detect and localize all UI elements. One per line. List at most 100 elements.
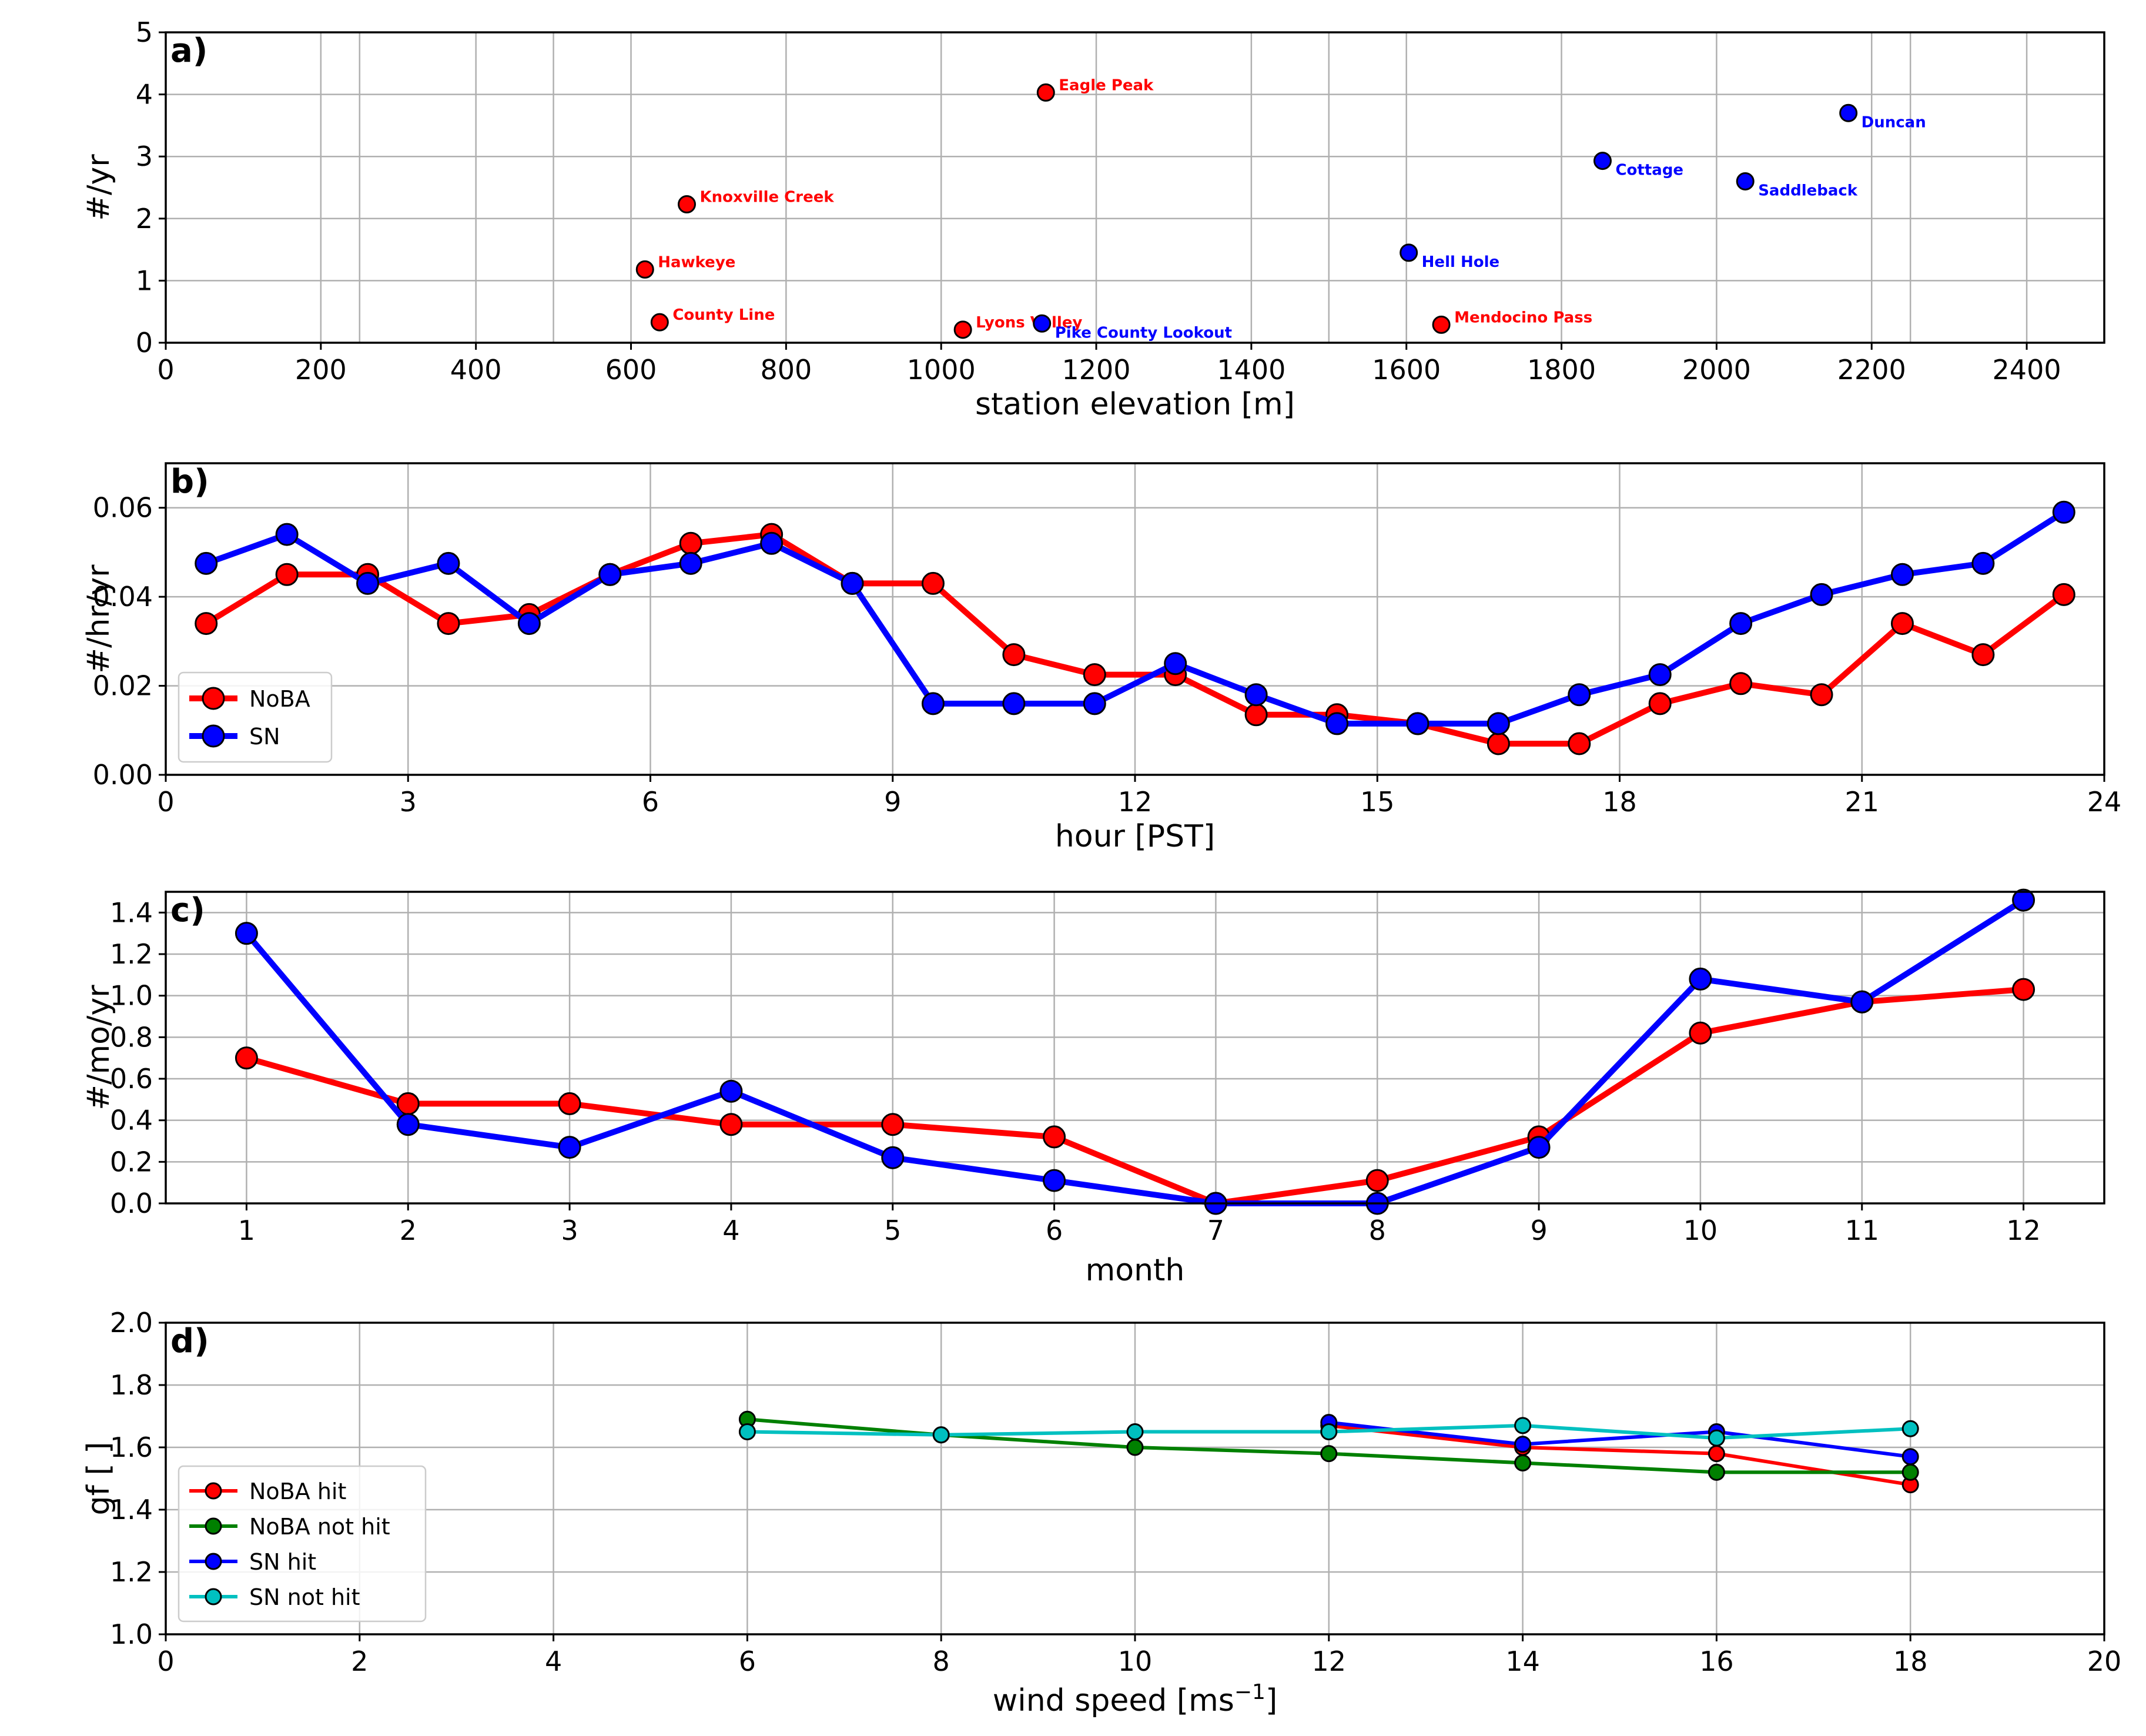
legend-marker [202,687,225,710]
x-axis-label: wind speed [ms−1] [993,1680,1278,1718]
y-tick-label: 1.0 [110,1618,153,1650]
plot-frame [165,1322,2105,1635]
y-tick-label: 5 [136,16,153,48]
plot-frame [165,462,2105,776]
x-tick-label: 0 [157,786,174,818]
data-point-noba [437,612,460,635]
data-point-sn [1890,563,1914,586]
y-tick-label: 0.0 [110,1188,153,1219]
data-point-noba [1810,683,1833,707]
y-tick-label: 4 [136,79,153,111]
data-point-sn-not-hit [1901,1420,1919,1437]
x-tick-label: 10 [1683,1215,1718,1246]
x-tick-label: 12 [1118,786,1153,818]
y-tick-label: 0.4 [110,1105,153,1136]
x-tick-label: 1600 [1372,354,1441,386]
legend-entry-label: SN [249,724,280,750]
data-point-noba [195,612,218,635]
x-tick-label: 2200 [1837,354,1906,386]
y-tick-label: 1.4 [110,1494,153,1526]
data-point-sn [881,1146,905,1169]
x-tick-label: 0 [157,354,174,386]
x-tick-label: 4 [545,1645,562,1677]
panel-label: b) [170,463,209,501]
station-point [1593,152,1612,170]
panel-a-station-elevation-chart: 0 200 400 600 800 1000 1200 1400 1600 1800 2000 220… [81,16,2105,422]
x-tick-label: 3 [561,1215,578,1246]
y-tick-label: 1.2 [110,938,153,970]
data-point-sn-not-hit [1320,1423,1338,1440]
data-point-sn [1850,990,1874,1013]
legend-box [178,1465,427,1623]
data-point-noba [396,1092,420,1115]
y-axis-label: #/hr/yr [81,564,116,674]
station-point [635,260,654,279]
x-tick-label: 24 [2087,786,2122,818]
data-point-noba [1648,692,1672,715]
x-tick-label: 2400 [1993,354,2061,386]
data-point-noba [679,531,702,555]
x-tick-label: 5 [884,1215,901,1246]
panel-b-hourly-chart: 0 3 6 9 12 15 18 21 24 0.00 0.02 0.04 0.06 hour [PST]… [81,462,2122,854]
x-tick-label: 21 [1844,786,1879,818]
legend-marker [205,1517,222,1535]
data-point-sn-not-hit [1708,1429,1725,1447]
x-tick-label: 12 [2006,1215,2041,1246]
data-point-noba [558,1092,581,1115]
x-tick-label: 8 [933,1645,950,1677]
x-tick-label: 4 [722,1215,739,1246]
data-point-sn [760,531,784,555]
data-point-sn [1971,551,1995,575]
x-tick-label: 1 [238,1215,255,1246]
panel-c-monthly-chart: 1 2 3 4 5 6 7 8 9 10 11 120.00.20.40.60.81.01.21.4m… [81,888,2105,1288]
station-point [1033,314,1052,333]
data-point-sn [517,612,541,635]
data-point-sn-not-hit [1514,1417,1532,1434]
legend-marker [205,1553,222,1570]
y-tick-label: 1.0 [110,980,153,1012]
data-point-noba [921,571,945,595]
y-tick-label: 0.00 [93,759,153,791]
y-axis-label: #/mo/yr [81,985,116,1110]
x-tick-label: 400 [450,354,502,386]
data-point-sn [2012,888,2035,912]
data-point-sn [679,551,702,575]
x-tick-label: 8 [1369,1215,1386,1246]
panel-d-gust-factor-chart: 0 2 4 6 8 10 12 14 16 18 20 1.0 1.2 1.4 1.6 1.8 2.0 wind … [81,1307,2121,1718]
plot-frame [165,31,2105,344]
data-point-noba-not-hit [1514,1454,1532,1471]
x-tick-label: 0 [157,1645,174,1677]
data-point-noba [1365,1169,1389,1192]
data-point-sn [921,692,945,715]
y-axis-label: gf [ ] [81,1442,116,1516]
x-tick-label: 600 [605,354,657,386]
data-point-sn [719,1079,743,1103]
data-point-sn [1689,967,1712,991]
x-axis-label: station elevation [m] [975,387,1295,422]
data-point-noba [1244,703,1268,727]
data-point-noba [1083,663,1106,687]
data-point-noba [1568,732,1591,755]
station-point [1036,83,1055,102]
x-tick-label: 18 [1893,1645,1928,1677]
data-point-sn [1487,712,1510,735]
station-label: Duncan [1862,113,1926,131]
x-tick-label: 11 [1844,1215,1879,1246]
y-tick-label: 3 [136,141,153,172]
y-tick-label: 0.04 [93,581,153,613]
data-point-sn [437,551,460,575]
station-label: Cottage [1615,162,1683,179]
data-point-sn [1527,1136,1551,1159]
data-point-noba [881,1113,905,1136]
x-tick-label: 1800 [1527,354,1596,386]
data-point-sn [841,571,864,595]
y-axis-label: #/yr [81,154,116,221]
legend-entry-label: SN not hit [249,1584,360,1610]
x-tick-label: 7 [1207,1215,1224,1246]
data-point-noba [1729,672,1753,695]
data-point-sn [1810,583,1833,606]
data-point-sn [2052,500,2075,524]
data-point-noba [235,1046,258,1070]
station-label: Saddleback [1758,182,1858,199]
